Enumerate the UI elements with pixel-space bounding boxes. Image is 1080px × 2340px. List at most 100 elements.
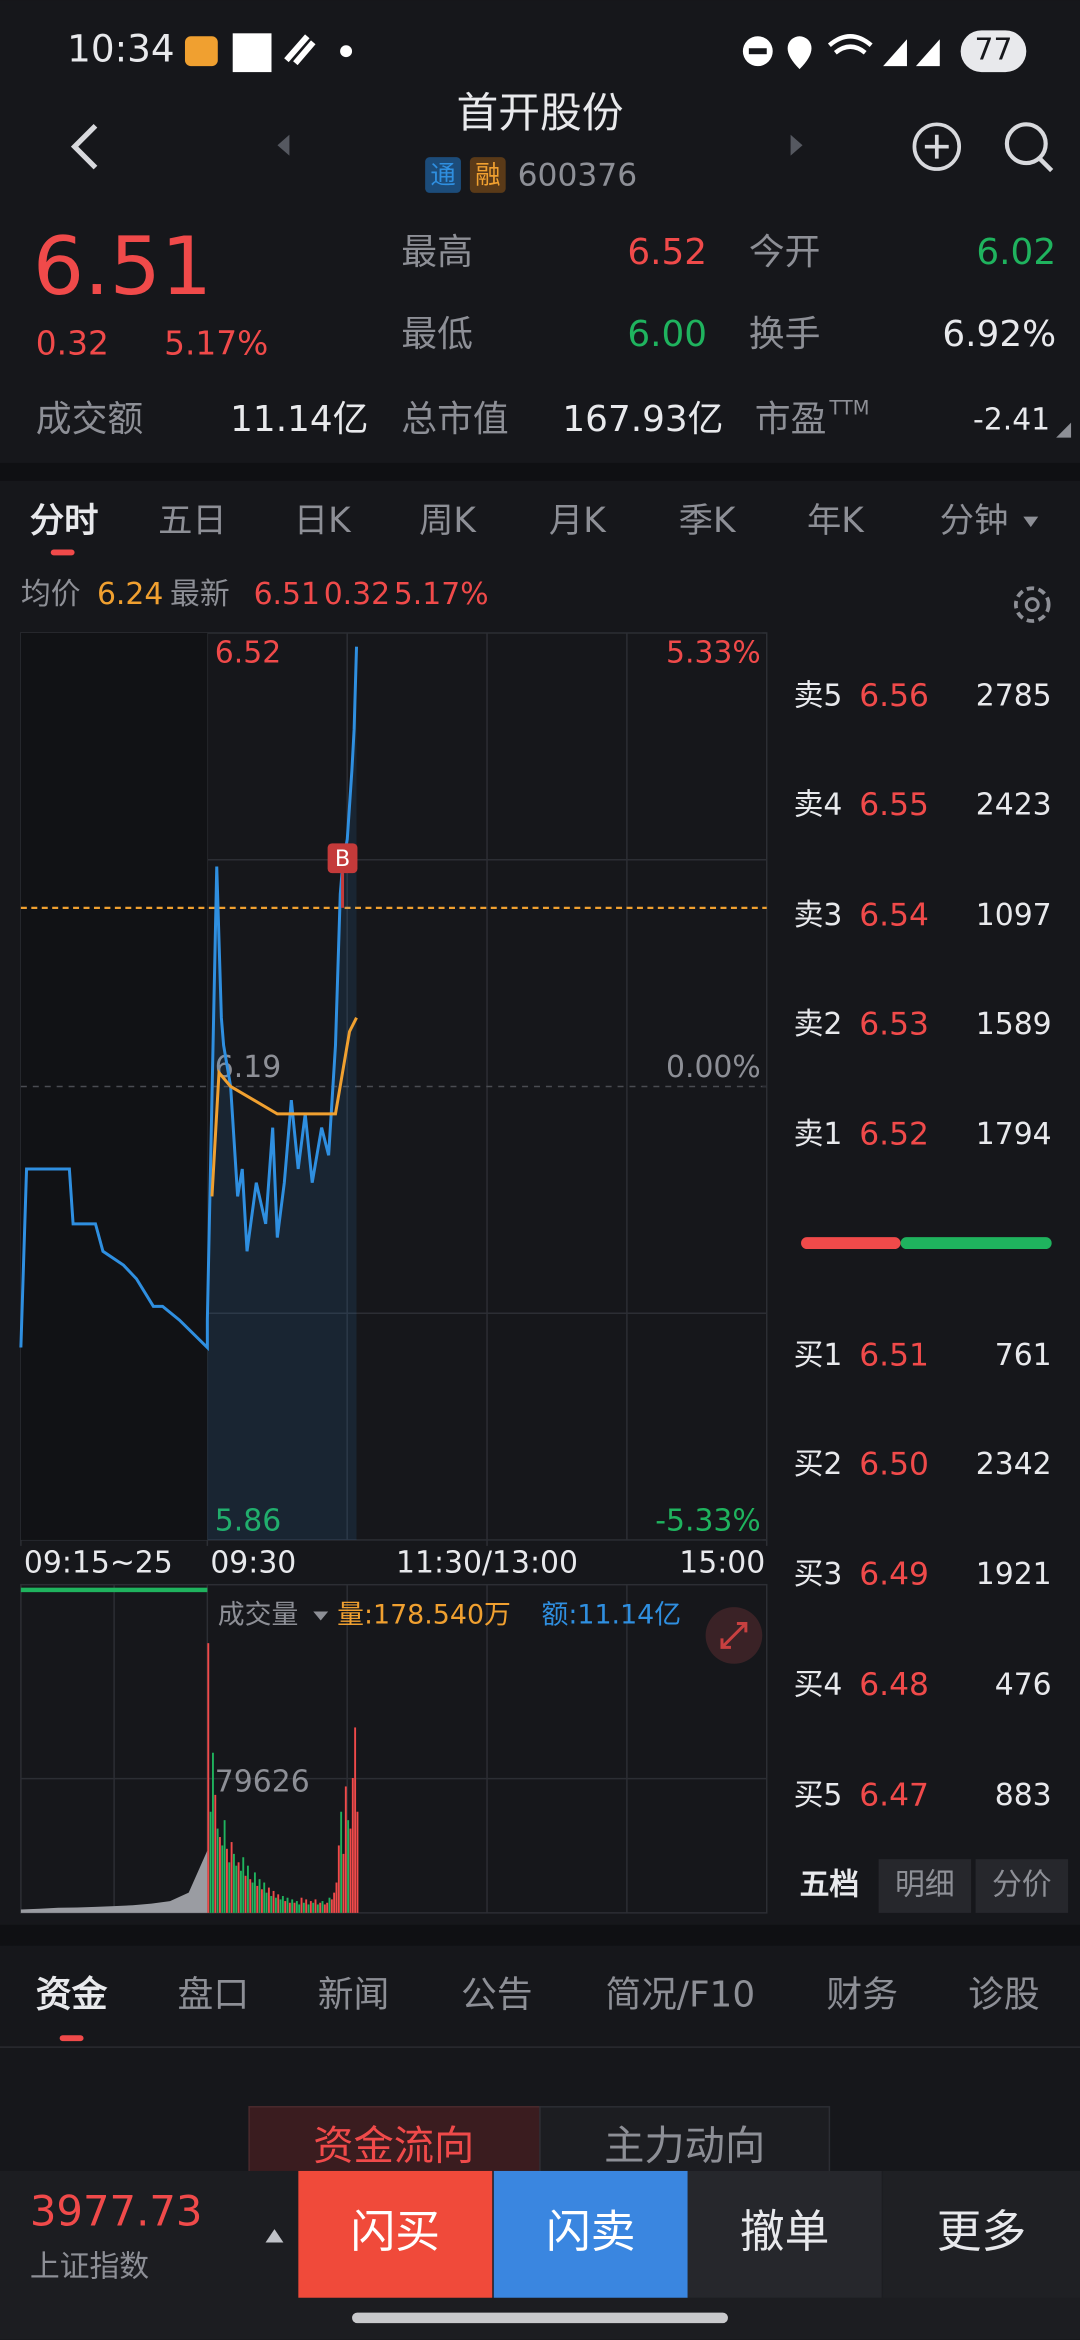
avg-value: 6.24 — [97, 577, 163, 612]
expand-button[interactable] — [705, 1607, 763, 1664]
ask-label: 卖5 — [794, 679, 843, 714]
period-tab[interactable]: 周K — [419, 501, 477, 541]
ask-volume: 1589 — [976, 1007, 1052, 1042]
field-value: -2.41 — [973, 403, 1050, 438]
cancel-button[interactable] — [687, 2170, 882, 2298]
period-tab[interactable]: 月K — [549, 501, 607, 541]
next-stock[interactable] — [790, 134, 803, 156]
volume-dropdown[interactable] — [313, 1611, 329, 1621]
field-label: 市盈 — [755, 399, 827, 440]
section-tab[interactable]: 简况/F10 — [605, 1974, 755, 2015]
ask-volume: 1097 — [976, 898, 1052, 933]
bid-label: 买1 — [794, 1338, 843, 1373]
flash-buy-button[interactable] — [298, 2170, 493, 2298]
ask-label: 卖4 — [794, 788, 843, 823]
section-tab[interactable]: 盘口 — [178, 1974, 250, 2015]
flash-sell-button[interactable] — [493, 2170, 688, 2298]
period-tab[interactable]: 年K — [807, 501, 865, 541]
bid-price: 6.47 — [859, 1778, 929, 1814]
fund-tab-active[interactable] — [248, 2106, 541, 2183]
volume-bar — [272, 1890, 275, 1913]
more-button[interactable] — [883, 2170, 1080, 2298]
volume-bar — [337, 1845, 340, 1913]
add-watch-button[interactable] — [912, 122, 962, 171]
period-tab[interactable]: 日K — [294, 501, 352, 541]
ask-price: 6.55 — [859, 787, 929, 823]
y-tick-label: 5.86 — [215, 1504, 281, 1539]
volume-bar — [225, 1848, 228, 1913]
book-tab[interactable]: 分价 — [992, 1868, 1052, 1903]
volume-bar — [302, 1902, 305, 1913]
volume-bar — [347, 1820, 350, 1913]
book-tab[interactable]: 五档 — [800, 1868, 860, 1903]
price-change: 0.32 — [36, 325, 109, 363]
volume-bar — [251, 1882, 254, 1913]
section-tab[interactable]: 诊股 — [968, 1974, 1040, 2015]
avg-line — [210, 1017, 358, 1197]
volume-bar — [258, 1879, 261, 1913]
stock-name: 首开股份 — [457, 88, 624, 137]
prev-stock[interactable] — [277, 134, 290, 156]
volume-bar — [284, 1901, 287, 1913]
y-tick-label: 6.52 — [215, 635, 281, 670]
volume-bar — [244, 1875, 247, 1913]
x-tick-label: 15:00 — [679, 1545, 765, 1580]
volume-bar — [293, 1902, 296, 1913]
section-tab[interactable]: 财务 — [826, 1974, 898, 2015]
period-tab[interactable]: 分钟 — [940, 501, 1009, 541]
volume-label[interactable]: 成交量 — [218, 1600, 299, 1631]
book-tab[interactable]: 明细 — [895, 1868, 955, 1903]
index-toggle[interactable] — [265, 2229, 284, 2243]
volume-bar — [277, 1894, 280, 1913]
field-value: 6.52 — [627, 232, 707, 273]
book-tab-bg[interactable] — [878, 1859, 972, 1913]
button-label: 更多 — [937, 2205, 1027, 2258]
ask-label: 卖3 — [794, 898, 843, 933]
volume-bar — [249, 1879, 252, 1913]
volume-bar — [291, 1899, 294, 1913]
section-tab[interactable]: 资金 — [36, 1973, 108, 2015]
bid-volume: 761 — [995, 1338, 1052, 1373]
x-tick-label: 11:30/13:00 — [396, 1545, 578, 1580]
volume-bar — [342, 1853, 345, 1913]
period-tab[interactable]: 季K — [679, 501, 737, 541]
volume-bar — [309, 1901, 312, 1913]
ask-label: 卖2 — [794, 1007, 843, 1042]
bid-price: 6.49 — [859, 1557, 929, 1593]
period-dropdown[interactable] — [1023, 516, 1039, 528]
y2-tick-label: -5.33% — [655, 1504, 761, 1539]
period-tab[interactable]: 分时 — [30, 501, 99, 541]
period-tab-indicator — [50, 549, 75, 556]
field-label: 最高 — [401, 232, 473, 273]
volume-bar — [319, 1902, 322, 1913]
book-tab-bg[interactable] — [975, 1859, 1069, 1913]
settings-button[interactable] — [1013, 586, 1051, 623]
field-label: 今开 — [749, 232, 821, 273]
volume-bar — [235, 1865, 238, 1913]
section-tab[interactable]: 新闻 — [318, 1974, 390, 2015]
x-tick-label: 09:15~25 — [24, 1545, 173, 1580]
volume-bar — [267, 1887, 270, 1913]
fund-tab[interactable] — [539, 2106, 831, 2183]
latest-change-pct: 5.17% — [394, 577, 489, 612]
volume-bar — [230, 1842, 233, 1913]
volume-bar — [214, 1794, 217, 1913]
section-tab[interactable]: 公告 — [461, 1974, 533, 2015]
volume-bar — [242, 1857, 245, 1913]
period-tab[interactable]: 五日 — [158, 501, 227, 541]
back-button[interactable] — [70, 123, 98, 170]
home-indicator — [352, 2312, 728, 2324]
volume-bar — [232, 1853, 235, 1913]
search-button[interactable] — [1004, 122, 1054, 173]
bid-strength-bar — [801, 1237, 901, 1250]
price-area — [207, 646, 357, 1540]
volume-bar — [270, 1896, 273, 1913]
ask-label: 卖1 — [794, 1117, 843, 1152]
bid-volume: 883 — [995, 1778, 1052, 1813]
field-value: 6.00 — [627, 314, 707, 355]
bid-label: 买3 — [794, 1557, 843, 1592]
volume-bar — [263, 1882, 266, 1913]
volume-bar — [316, 1904, 319, 1913]
volume-bar — [300, 1897, 303, 1913]
